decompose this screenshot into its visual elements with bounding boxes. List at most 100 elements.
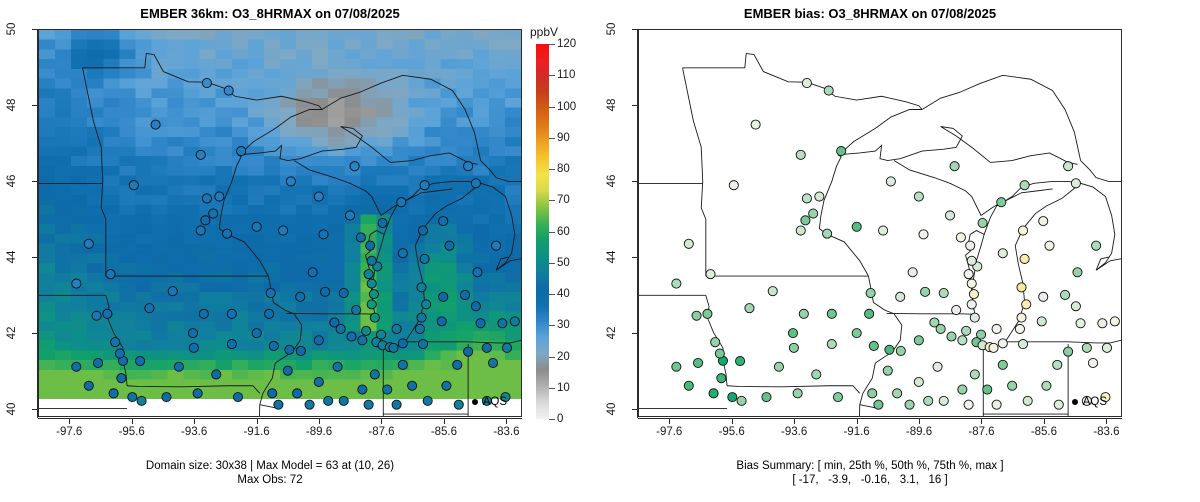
aqs-monitor-point[interactable] [964,400,973,409]
aqs-monitor-point[interactable] [417,283,426,292]
aqs-monitor-point[interactable] [420,181,429,190]
aqs-monitor-point[interactable] [983,385,992,394]
aqs-monitor-point[interactable] [1082,396,1091,405]
aqs-monitor-point[interactable] [969,290,978,299]
aqs-monitor-point[interactable] [1064,347,1073,356]
aqs-monitor-points-model[interactable] [39,30,521,416]
aqs-monitor-point[interactable] [376,330,385,339]
aqs-monitor-point[interactable] [383,385,392,394]
aqs-monitor-point[interactable] [745,304,754,313]
aqs-monitor-point[interactable] [265,309,274,318]
aqs-monitor-point[interactable] [237,146,246,155]
aqs-monitor-point[interactable] [964,270,973,279]
aqs-monitor-point[interactable] [223,229,232,238]
aqs-monitor-point[interactable] [199,309,208,318]
aqs-monitor-point[interactable] [314,192,323,201]
aqs-monitor-point[interactable] [392,324,401,333]
aqs-monitor-point[interactable] [997,198,1006,207]
aqs-monitor-point[interactable] [224,86,233,95]
aqs-monitor-point[interactable] [319,230,328,239]
aqs-monitor-point[interactable] [274,400,283,409]
aqs-monitor-point[interactable] [874,400,883,409]
aqs-monitor-point[interactable] [883,366,892,375]
aqs-monitor-point[interactable] [809,209,818,218]
aqs-monitor-point[interactable] [1023,396,1032,405]
aqs-monitor-point[interactable] [869,341,878,350]
aqs-monitor-point[interactable] [1110,317,1119,326]
aqs-monitor-point[interactable] [947,332,956,341]
aqs-monitor-point[interactable] [728,393,737,402]
aqs-monitor-point[interactable] [950,162,959,171]
aqs-monitor-point[interactable] [364,270,373,279]
aqs-monitor-point[interactable] [1071,302,1080,311]
aqs-monitor-point[interactable] [370,313,379,322]
aqs-monitor-point[interactable] [852,222,861,231]
aqs-monitor-point[interactable] [336,324,345,333]
aqs-monitor-point[interactable] [454,400,463,409]
aqs-monitor-point[interactable] [802,194,811,203]
aqs-monitor-point[interactable] [227,309,236,318]
aqs-monitor-point[interactable] [358,385,367,394]
aqs-monitor-point[interactable] [737,396,746,405]
aqs-monitor-point[interactable] [1015,324,1024,333]
aqs-monitor-point[interactable] [233,393,242,402]
aqs-monitor-point[interactable] [330,318,339,327]
aqs-monitor-point[interactable] [852,329,861,338]
aqs-monitor-point[interactable] [209,209,218,218]
aqs-monitor-point[interactable] [339,288,348,297]
aqs-monitor-point[interactable] [314,377,323,386]
aqs-monitor-point[interactable] [476,319,485,328]
aqs-monitor-point[interactable] [369,290,378,299]
aqs-monitor-point[interactable] [437,317,446,326]
aqs-monitor-point[interactable] [989,343,998,352]
aqs-monitor-point[interactable] [445,241,454,250]
aqs-monitor-point[interactable] [762,393,771,402]
aqs-monitor-point[interactable] [1039,292,1048,301]
aqs-monitor-point[interactable] [398,339,407,348]
aqs-monitor-point[interactable] [1045,241,1054,250]
aqs-monitor-point[interactable] [914,192,923,201]
aqs-monitor-point[interactable] [367,300,376,309]
aqs-monitor-point[interactable] [970,370,979,379]
aqs-monitor-point[interactable] [998,249,1007,258]
aqs-monitor-point[interactable] [314,336,323,345]
aqs-monitor-point[interactable] [370,370,379,379]
aqs-monitor-point[interactable] [1082,343,1091,352]
aqs-monitor-point[interactable] [174,362,183,371]
aqs-monitor-point[interactable] [418,339,427,348]
aqs-monitor-point[interactable] [279,226,288,235]
aqs-monitor-point[interactable] [72,362,81,371]
aqs-monitor-point[interactable] [1020,181,1029,190]
aqs-monitor-point[interactable] [956,233,965,242]
aqs-monitor-point[interactable] [1054,400,1063,409]
aqs-monitor-point[interactable] [774,362,783,371]
aqs-monitor-point[interactable] [952,305,961,314]
aqs-monitor-point[interactable] [711,338,720,347]
aqs-monitor-point[interactable] [296,292,305,301]
aqs-monitor-point[interactable] [397,198,406,207]
aqs-monitor-point[interactable] [693,358,702,367]
aqs-monitor-point[interactable] [1102,343,1111,352]
aqs-monitor-point[interactable] [967,279,976,288]
aqs-monitor-point[interactable] [162,393,171,402]
aqs-monitor-point[interactable] [367,256,376,265]
aqs-monitor-point[interactable] [471,302,480,311]
aqs-monitor-point[interactable] [879,226,888,235]
aqs-monitor-point[interactable] [939,396,948,405]
aqs-monitor-point[interactable] [366,241,375,250]
aqs-monitor-point[interactable] [962,326,971,335]
aqs-monitor-point[interactable] [103,309,112,318]
aqs-monitor-point[interactable] [364,400,373,409]
aqs-monitor-point[interactable] [408,381,417,390]
aqs-monitor-point[interactable] [709,389,718,398]
aqs-monitor-point[interactable] [717,374,726,383]
aqs-monitor-point[interactable] [482,396,491,405]
aqs-monitor-point[interactable] [1039,217,1048,226]
aqs-monitor-point[interactable] [482,343,491,352]
aqs-monitor-point[interactable] [473,268,482,277]
aqs-monitor-point[interactable] [788,329,797,338]
aqs-monitor-point[interactable] [324,396,333,405]
aqs-monitor-point[interactable] [796,226,805,235]
aqs-monitor-point[interactable] [333,362,342,371]
aqs-monitor-point[interactable] [464,162,473,171]
